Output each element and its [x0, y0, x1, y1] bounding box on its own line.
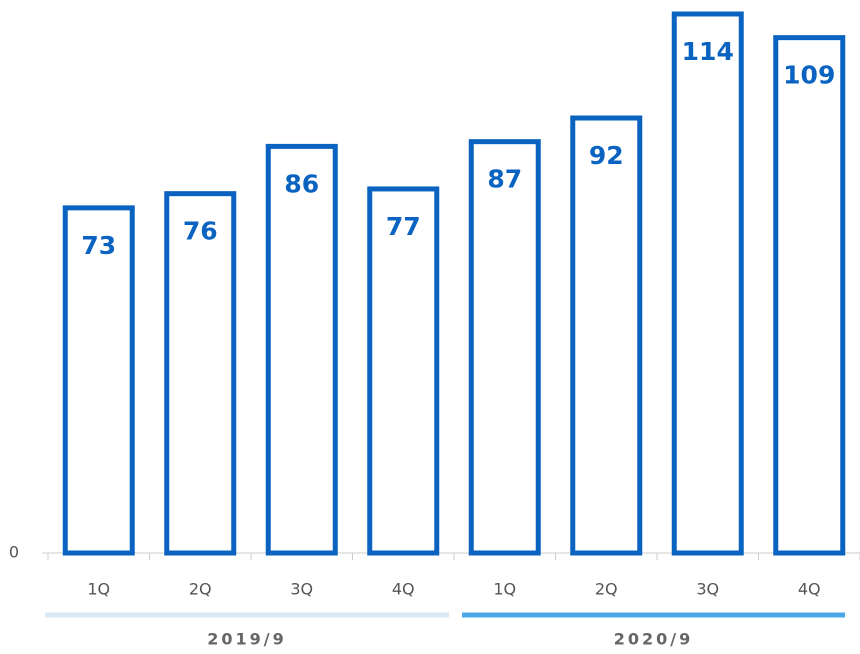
bar [773, 35, 846, 556]
value-label: 92 [589, 141, 624, 170]
x-tick-label: 1Q [87, 580, 110, 599]
bar [671, 11, 744, 556]
bar [468, 139, 541, 556]
value-label: 73 [81, 231, 116, 260]
value-label: 86 [284, 169, 319, 198]
bar [164, 191, 237, 556]
x-tick-label: 4Q [392, 580, 415, 599]
x-tick-label: 2Q [189, 580, 212, 599]
value-label: 77 [386, 212, 421, 241]
bar [265, 143, 338, 556]
value-label: 87 [487, 165, 522, 194]
x-tick-label: 3Q [696, 580, 719, 599]
value-label: 76 [183, 217, 218, 246]
value-label: 114 [682, 37, 734, 66]
y-tick-label: 0 [9, 543, 19, 562]
group-label: 2019/9 [207, 630, 287, 649]
bar [367, 186, 440, 556]
x-tick-label: 3Q [290, 580, 313, 599]
bar [62, 205, 135, 556]
value-label: 109 [783, 61, 835, 90]
bar [570, 115, 643, 556]
x-tick-label: 4Q [798, 580, 821, 599]
group-label: 2020/9 [614, 630, 694, 649]
x-tick-label: 1Q [493, 580, 516, 599]
x-tick-label: 2Q [595, 580, 618, 599]
